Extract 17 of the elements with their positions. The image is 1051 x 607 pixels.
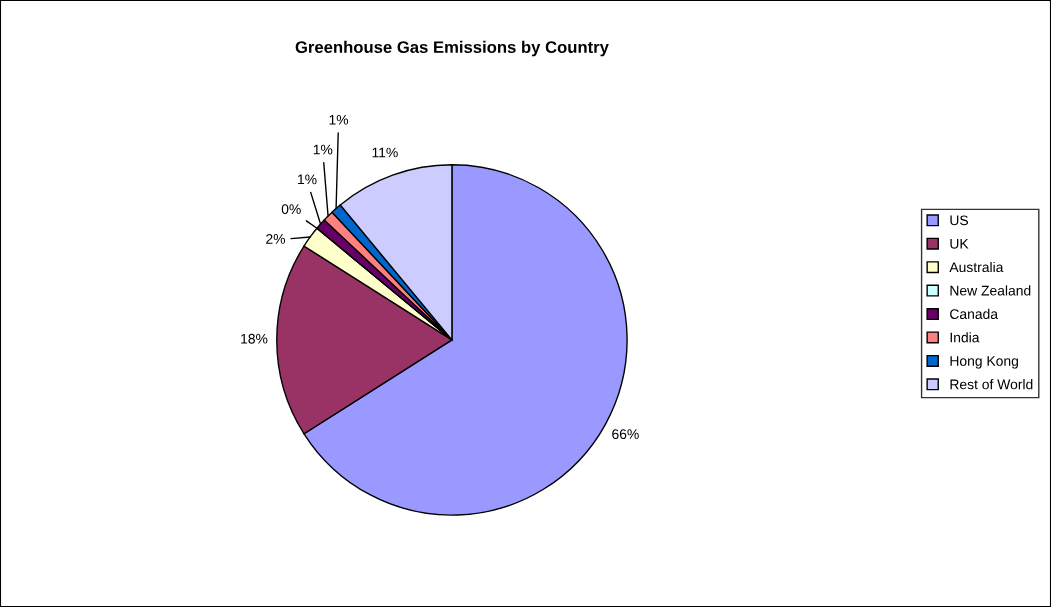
legend-label: Hong Kong: [950, 356, 1018, 369]
legend-label: Australia: [949, 261, 1004, 273]
legend-label: Canada: [950, 308, 999, 319]
legend-label: India: [950, 332, 980, 343]
data-label: 1%: [329, 114, 349, 125]
data-label: 66%: [612, 429, 639, 440]
legend-label: UK: [950, 238, 969, 249]
chart-title: Greenhouse Gas Emissions by Country: [295, 40, 609, 57]
legend-label: US: [950, 215, 969, 226]
data-label: 2%: [266, 233, 286, 244]
text: 0%: [281, 204, 301, 215]
data-label: 11%: [372, 147, 398, 158]
legend-label: New Zealand: [950, 285, 1031, 296]
legend-label: Rest of World: [950, 379, 1033, 390]
data-label: 1%: [298, 174, 317, 185]
data-label: 18%: [241, 333, 268, 344]
data-label: 1%: [313, 144, 333, 155]
